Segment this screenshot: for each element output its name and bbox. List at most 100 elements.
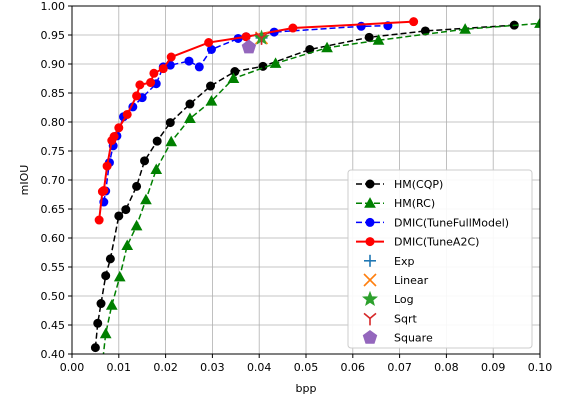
series-point [206,81,216,91]
series-point [165,135,178,147]
series-point [534,17,540,28]
x-tick-label: 0.07 [387,361,412,374]
legend-marker [362,329,378,344]
series-point [94,215,104,225]
series-point [184,112,196,124]
y-tick-label: 0.60 [41,232,66,245]
series-point [165,118,175,128]
y-tick-label: 0.50 [41,290,66,303]
single-points-layer [241,29,270,54]
x-tick-label: 0.00 [60,361,85,374]
series-point [101,271,111,281]
series-point [241,32,251,42]
single-point-square [241,39,257,54]
y-tick-label: 0.90 [41,58,66,71]
series-point [194,62,204,72]
legend-label: DMIC(TuneA2C) [394,236,479,249]
x-tick-label: 0.10 [528,361,553,374]
series-point [409,17,419,27]
series-point [227,72,240,83]
tick-labels: 0.00 0.01 0.02 0.03 0.04 0.05 0.06 0.07 0.08 0.09… [41,0,553,374]
y-tick-label: 1.00 [41,0,66,13]
legend-marker [364,197,376,208]
series-point [96,299,106,309]
legend-marker [365,217,375,227]
series-point [288,23,298,33]
y-tick-label: 0.40 [41,348,66,361]
legend-entry: DMIC(TuneA2C) [356,236,479,249]
series-point [459,23,471,34]
series-point [121,239,134,251]
legend-label: Exp [394,255,414,268]
series-3 [94,17,419,225]
legend-label: Sqrt [394,312,417,325]
legend-marker [364,254,376,267]
legend-entry: Square [362,329,433,345]
series-0 [90,20,519,353]
legend-label: HM(CQP) [394,178,443,191]
x-tick-label: 0.06 [341,361,366,374]
series-point [93,318,103,328]
x-tick-label: 0.09 [481,361,506,374]
legend-entry: Exp [364,255,414,268]
legend-entry: HM(RC) [356,197,435,210]
series-point [99,327,112,339]
legend-label: Log [394,293,414,306]
legend-label: Linear [394,274,429,287]
legend-label: DMIC(TuneFullModel) [394,216,509,229]
series-point [99,185,109,195]
legend-entry: Sqrt [363,312,417,326]
x-tick-label: 0.05 [294,361,319,374]
series-point [150,163,163,175]
y-tick-label: 0.70 [41,174,66,187]
series-point [146,78,156,88]
series-point [121,205,131,215]
legend-entry: Linear [363,273,429,287]
legend: HM(CQP) HM(RC) DMIC(TuneFullModel) DMIC(Tun… [347,169,533,349]
series-layer [90,17,540,380]
legend-entry: HM(CQP) [356,178,443,191]
series-point [269,57,282,68]
series-point [114,211,124,221]
series-point [132,91,142,101]
series-point [185,99,195,109]
y-tick-label: 0.75 [41,145,66,158]
x-axis-label: bpp [296,382,317,395]
series-point [149,68,159,78]
series-point [109,132,119,141]
series-point [96,371,106,380]
y-axis-label: mIOU [18,165,31,196]
y-tick-label: 0.95 [41,29,66,42]
single-point-sqrt [255,32,269,45]
series-point [152,136,162,146]
legend-marker [365,179,375,189]
series-point [113,270,126,282]
series-point [158,64,168,74]
series-point [166,52,176,62]
legend-marker [362,290,378,306]
x-tick-label: 0.01 [107,361,132,374]
series-point [105,299,118,310]
y-tick-label: 0.45 [41,319,66,332]
legend-box [347,169,533,349]
legend-entry: DMIC(TuneFullModel) [356,216,509,229]
series-point [364,32,374,42]
x-tick-label: 0.04 [247,361,272,374]
x-tick-label: 0.03 [200,361,225,374]
series-point [321,41,333,53]
series-1 [96,17,540,380]
y-tick-label: 0.55 [41,261,66,274]
legend-label: Square [394,332,433,345]
y-tick-label: 0.85 [41,87,66,100]
series-point [184,56,194,66]
series-point [114,123,124,133]
y-tick-label: 0.65 [41,203,66,216]
series-point [102,161,112,171]
series-point [205,95,218,106]
x-tick-label: 0.02 [153,361,178,374]
legend-entry: Log [362,290,414,306]
y-tick-label: 0.80 [41,116,66,129]
legend-marker [363,273,377,287]
legend-marker [365,237,375,247]
